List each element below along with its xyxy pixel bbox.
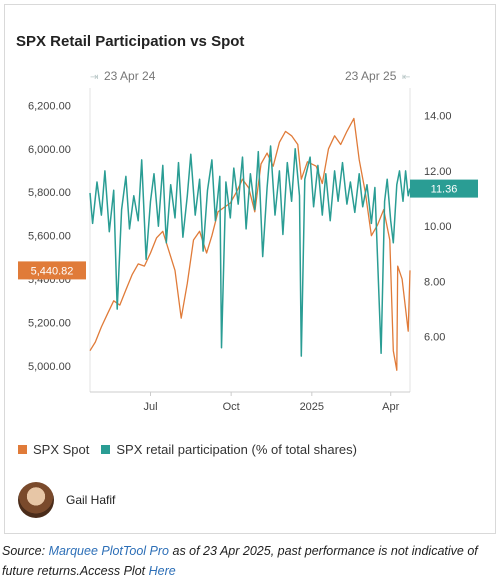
range-start-label: 23 Apr 24 xyxy=(104,69,156,83)
y-left-tick-label: 5,200.00 xyxy=(28,318,71,330)
footer-tool-link[interactable]: Marquee PlotTool Pro xyxy=(48,544,170,558)
y-right-axis: 6.00 8.00 10.00 12.00 14.00 xyxy=(424,111,452,344)
range-start-arrow-icon: ⇥ xyxy=(90,72,98,83)
avatar xyxy=(18,482,54,518)
y-right-tick-label: 8.00 xyxy=(424,276,445,288)
range-end[interactable]: 23 Apr 25 ⇤ xyxy=(345,69,410,83)
chart-svg: ⇥ 23 Apr 24 23 Apr 25 ⇤ 5,000.00 5,200.00… xyxy=(18,69,478,413)
value-tag-spx-spot-label: 5,440.82 xyxy=(31,265,74,277)
author-name: Gail Hafif xyxy=(66,493,116,507)
x-tick-label: 2025 xyxy=(300,401,324,413)
y-left-axis: 5,000.005,200.005,400.005,600.005,800.00… xyxy=(28,100,71,373)
value-tag-retail-label: 11.36 xyxy=(431,184,458,196)
legend-label-spx-spot: SPX Spot xyxy=(33,442,90,457)
legend: SPX Spot SPX retail participation (% of … xyxy=(18,442,357,457)
footer-here-link[interactable]: Here xyxy=(148,564,176,578)
y-left-tick-label: 6,000.00 xyxy=(28,144,71,156)
author[interactable]: Gail Hafif xyxy=(18,482,115,518)
legend-item-retail[interactable]: SPX retail participation (% of total sha… xyxy=(101,442,357,457)
y-left-tick-label: 5,000.00 xyxy=(28,361,71,373)
x-tick-label: Oct xyxy=(223,401,240,413)
footer-middle: as of 23 Apr 2025, past performance is n… xyxy=(2,544,478,578)
y-right-tick-label: 10.00 xyxy=(424,221,452,233)
y-left-tick-label: 5,600.00 xyxy=(28,231,71,243)
y-right-tick-label: 14.00 xyxy=(424,111,452,123)
x-tick-label: Apr xyxy=(382,401,399,413)
series-layer xyxy=(89,117,411,371)
x-axis: Jul Oct 2025 Apr xyxy=(143,392,400,413)
range-end-label: 23 Apr 25 xyxy=(345,69,397,83)
legend-swatch-spx-spot xyxy=(18,445,27,454)
chart-title: SPX Retail Participation vs Spot xyxy=(16,33,245,50)
legend-swatch-retail xyxy=(101,445,111,454)
footer-prefix: Source: xyxy=(2,544,49,558)
series-line-retail-participation[interactable] xyxy=(89,145,411,357)
range-end-arrow-icon: ⇤ xyxy=(402,72,410,83)
y-right-tick-label: 6.00 xyxy=(424,332,445,344)
legend-item-spx-spot[interactable]: SPX Spot xyxy=(18,442,89,457)
x-tick-label: Jul xyxy=(143,401,157,413)
series-line-spx-spot[interactable] xyxy=(89,117,411,371)
value-tag-spx-spot xyxy=(18,261,86,280)
value-tags: 5,440.82 11.36 xyxy=(18,179,478,280)
y-left-tick-label: 5,800.00 xyxy=(28,187,71,199)
y-left-tick-label: 6,200.00 xyxy=(28,100,71,112)
range-start[interactable]: ⇥ 23 Apr 24 xyxy=(90,69,156,83)
y-right-tick-label: 12.00 xyxy=(424,166,452,178)
legend-label-retail: SPX retail participation (% of total sha… xyxy=(116,442,357,457)
value-tag-retail xyxy=(410,179,478,198)
source-footer: Source: Marquee PlotTool Pro as of 23 Ap… xyxy=(2,541,498,581)
